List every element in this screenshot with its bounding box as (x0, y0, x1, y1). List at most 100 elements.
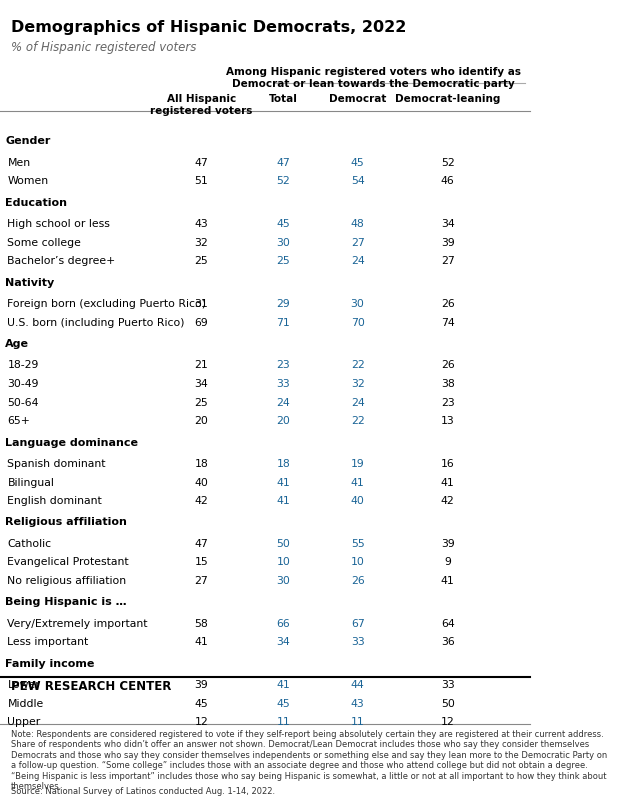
Text: 38: 38 (441, 379, 454, 389)
Text: 39: 39 (441, 539, 454, 549)
Text: 22: 22 (351, 361, 365, 370)
Text: 40: 40 (195, 478, 208, 487)
Text: 39: 39 (195, 680, 208, 690)
Text: Family income: Family income (5, 659, 95, 669)
Text: High school or less: High school or less (8, 219, 110, 229)
Text: 30: 30 (276, 576, 291, 586)
Text: 33: 33 (276, 379, 291, 389)
Text: 39: 39 (441, 238, 454, 248)
Text: Bachelor’s degree+: Bachelor’s degree+ (8, 256, 116, 267)
Text: U.S. born (including Puerto Rico): U.S. born (including Puerto Rico) (8, 318, 185, 328)
Text: 30: 30 (351, 299, 365, 309)
Text: 31: 31 (195, 299, 208, 309)
Text: PEW RESEARCH CENTER: PEW RESEARCH CENTER (11, 680, 171, 693)
Text: 16: 16 (441, 459, 454, 469)
Text: 48: 48 (351, 219, 365, 229)
Text: 74: 74 (441, 318, 454, 328)
Text: 34: 34 (441, 219, 454, 229)
Text: 47: 47 (195, 539, 208, 549)
Text: 26: 26 (441, 361, 454, 370)
Text: 25: 25 (195, 397, 208, 408)
Text: 24: 24 (351, 256, 365, 267)
Text: All Hispanic
registered voters: All Hispanic registered voters (150, 94, 253, 115)
Text: 41: 41 (276, 680, 291, 690)
Text: 47: 47 (195, 158, 208, 168)
Text: 45: 45 (276, 219, 291, 229)
Text: 18-29: 18-29 (8, 361, 39, 370)
Text: 22: 22 (351, 416, 365, 426)
Text: 71: 71 (276, 318, 291, 328)
Text: Men: Men (8, 158, 31, 168)
Text: 65+: 65+ (8, 416, 30, 426)
Text: 23: 23 (276, 361, 291, 370)
Text: 50-64: 50-64 (8, 397, 39, 408)
Text: 29: 29 (276, 299, 291, 309)
Text: 20: 20 (195, 416, 208, 426)
Text: Democrat: Democrat (329, 94, 387, 104)
Text: 46: 46 (441, 177, 454, 186)
Text: Demographics of Hispanic Democrats, 2022: Demographics of Hispanic Democrats, 2022 (11, 20, 406, 35)
Text: 21: 21 (195, 361, 208, 370)
Text: Spanish dominant: Spanish dominant (8, 459, 106, 469)
Text: Religious affiliation: Religious affiliation (5, 517, 127, 528)
Text: 10: 10 (351, 557, 365, 568)
Text: 70: 70 (351, 318, 365, 328)
Text: 44: 44 (351, 680, 365, 690)
Text: English dominant: English dominant (8, 496, 102, 506)
Text: Nativity: Nativity (5, 278, 54, 287)
Text: Being Hispanic is …: Being Hispanic is … (5, 598, 127, 607)
Text: 18: 18 (195, 459, 208, 469)
Text: 9: 9 (444, 557, 451, 568)
Text: Source: National Survey of Latinos conducted Aug. 1-14, 2022.
“Most Latinos Say : Source: National Survey of Latinos condu… (11, 787, 449, 796)
Text: 25: 25 (276, 256, 291, 267)
Text: 40: 40 (351, 496, 365, 506)
Text: Middle: Middle (8, 699, 44, 708)
Text: 20: 20 (276, 416, 291, 426)
Text: 50: 50 (276, 539, 291, 549)
Text: 45: 45 (195, 699, 208, 708)
Text: Gender: Gender (5, 136, 51, 146)
Text: Bilingual: Bilingual (8, 478, 54, 487)
Text: 41: 41 (195, 638, 208, 647)
Text: 26: 26 (351, 576, 365, 586)
Text: Total: Total (269, 94, 298, 104)
Text: 43: 43 (195, 219, 208, 229)
Text: 41: 41 (276, 478, 291, 487)
Text: 42: 42 (441, 496, 454, 506)
Text: 26: 26 (441, 299, 454, 309)
Text: 66: 66 (276, 618, 291, 629)
Text: 30-49: 30-49 (8, 379, 39, 389)
Text: Language dominance: Language dominance (5, 438, 138, 447)
Text: 32: 32 (351, 379, 365, 389)
Text: 15: 15 (195, 557, 208, 568)
Text: Less important: Less important (8, 638, 89, 647)
Text: Upper: Upper (8, 717, 41, 728)
Text: 52: 52 (441, 158, 454, 168)
Text: % of Hispanic registered voters: % of Hispanic registered voters (11, 41, 196, 54)
Text: 34: 34 (276, 638, 291, 647)
Text: 41: 41 (441, 478, 454, 487)
Text: Democrat-leaning: Democrat-leaning (395, 94, 500, 104)
Text: 13: 13 (441, 416, 454, 426)
Text: 55: 55 (351, 539, 365, 549)
Text: 47: 47 (276, 158, 291, 168)
Text: Age: Age (5, 339, 29, 349)
Text: 64: 64 (441, 618, 454, 629)
Text: 25: 25 (195, 256, 208, 267)
Text: 27: 27 (351, 238, 365, 248)
Text: Education: Education (5, 197, 67, 208)
Text: 32: 32 (195, 238, 208, 248)
Text: Foreign born (excluding Puerto Rico): Foreign born (excluding Puerto Rico) (8, 299, 207, 309)
Text: 41: 41 (351, 478, 365, 487)
Text: 67: 67 (351, 618, 365, 629)
Text: 36: 36 (441, 638, 454, 647)
Text: 12: 12 (195, 717, 208, 728)
Text: 33: 33 (351, 638, 365, 647)
Text: 45: 45 (351, 158, 365, 168)
Text: 34: 34 (195, 379, 208, 389)
Text: Some college: Some college (8, 238, 81, 248)
Text: Women: Women (8, 177, 49, 186)
Text: 54: 54 (351, 177, 365, 186)
Text: 24: 24 (276, 397, 291, 408)
Text: Note: Respondents are considered registered to vote if they self-report being ab: Note: Respondents are considered registe… (11, 730, 607, 791)
